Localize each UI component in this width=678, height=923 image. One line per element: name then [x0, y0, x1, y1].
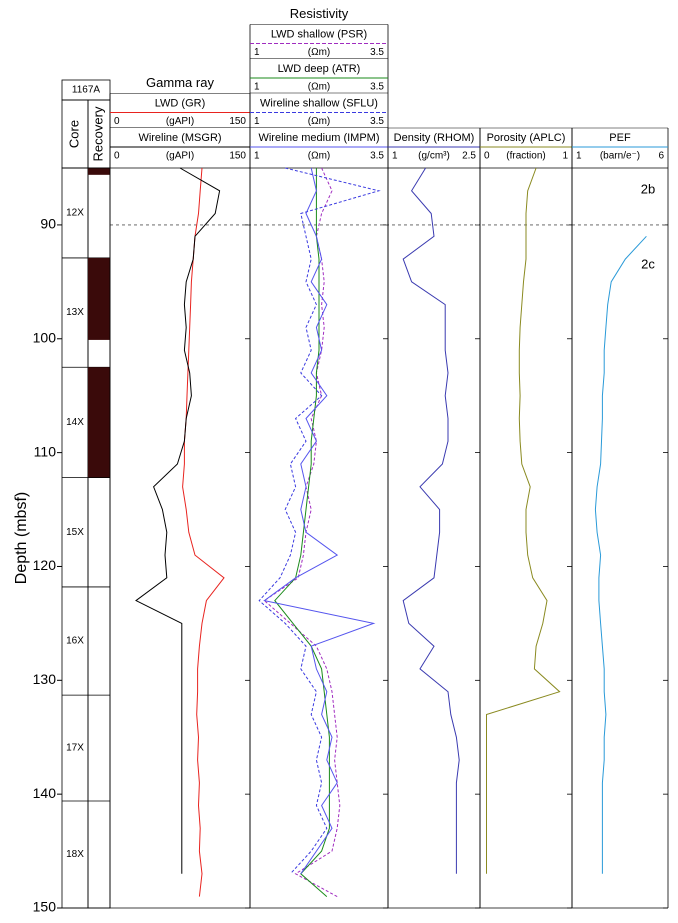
- annotation: 2c: [641, 256, 655, 271]
- core-label: 14X: [66, 417, 84, 428]
- core-column: [61, 167, 89, 909]
- scale-unit: (gAPI): [166, 116, 194, 127]
- y-tick-label: 90: [40, 216, 56, 232]
- log-curve: [135, 167, 221, 874]
- curve-name: Density (RHOM): [394, 132, 475, 144]
- recovery-header: Recovery: [90, 106, 105, 161]
- scale-max: 3.5: [370, 116, 384, 127]
- scale-unit: (Ωm): [308, 151, 330, 162]
- track-title: Resistivity: [290, 6, 349, 21]
- scale-unit: (barn/e⁻): [600, 151, 640, 162]
- scale-min: 1: [254, 82, 260, 93]
- core-label: 18X: [66, 849, 84, 860]
- curve-name: PEF: [609, 132, 631, 144]
- scale-unit: (fraction): [506, 151, 545, 162]
- scale-unit: (g/cm³): [418, 151, 450, 162]
- log-curve: [402, 167, 460, 874]
- curve-name: LWD deep (ATR): [278, 63, 361, 75]
- scale-max: 2.5: [462, 151, 476, 162]
- curve-name: LWD shallow (PSR): [271, 28, 367, 40]
- scale-min: 0: [114, 116, 120, 127]
- y-tick-label: 150: [33, 899, 57, 915]
- scale-unit: (Ωm): [308, 82, 330, 93]
- log-curve: [486, 167, 561, 874]
- y-tick-label: 110: [34, 443, 57, 459]
- site-label: 1167A: [72, 85, 101, 96]
- scale-unit: (Ωm): [308, 47, 330, 58]
- recovery-bar: [88, 367, 110, 478]
- log-curve: [258, 167, 381, 875]
- y-tick-label: 120: [33, 557, 57, 573]
- scale-min: 1: [254, 47, 260, 58]
- core-label: 15X: [66, 527, 84, 538]
- core-label: 12X: [66, 208, 84, 219]
- scale-min: 1: [576, 151, 582, 162]
- scale-max: 3.5: [370, 82, 384, 93]
- curve-name: Wireline medium (IMPM): [258, 132, 379, 144]
- scale-min: 1: [254, 151, 260, 162]
- y-axis-label: Depth (mbsf): [13, 492, 30, 584]
- scale-min: 0: [484, 151, 490, 162]
- curve-name: Wireline (MSGR): [138, 132, 221, 144]
- scale-max: 1: [562, 151, 568, 162]
- curve-name: LWD (GR): [155, 97, 206, 109]
- scale-unit: (Ωm): [308, 116, 330, 127]
- scale-max: 6: [658, 151, 664, 162]
- recovery-bar: [88, 168, 110, 175]
- core-label: 13X: [66, 307, 84, 318]
- scale-min: 1: [254, 116, 260, 127]
- track-title: Gamma ray: [146, 75, 214, 90]
- curve-name: Wireline shallow (SFLU): [260, 97, 378, 109]
- scale-min: 0: [114, 151, 120, 162]
- core-header: Core: [66, 120, 81, 148]
- log-curve: [263, 167, 341, 898]
- scale-min: 1: [392, 151, 398, 162]
- scale-max: 3.5: [370, 151, 384, 162]
- core-label: 17X: [66, 743, 84, 754]
- y-tick-label: 100: [33, 329, 57, 345]
- log-curve: [594, 235, 647, 874]
- scale-max: 150: [229, 116, 246, 127]
- scale-unit: (gAPI): [166, 151, 194, 162]
- core-label: 16X: [66, 636, 84, 647]
- curve-name: Porosity (APLC): [487, 132, 566, 144]
- y-tick-label: 130: [33, 671, 57, 687]
- log-curve: [263, 167, 376, 875]
- log-curve: [182, 167, 225, 897]
- scale-max: 3.5: [370, 47, 384, 58]
- recovery-bar: [88, 257, 110, 340]
- annotation: 2b: [641, 181, 655, 196]
- scale-max: 150: [229, 151, 246, 162]
- log-curve: [274, 168, 330, 897]
- y-tick-label: 140: [33, 785, 57, 801]
